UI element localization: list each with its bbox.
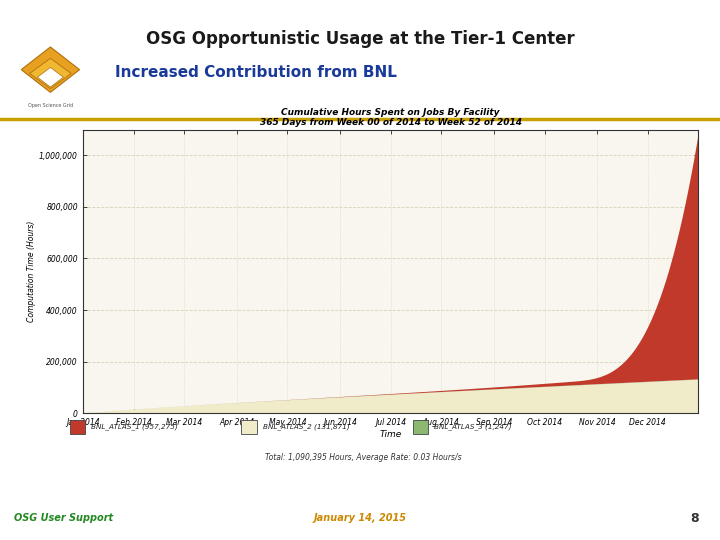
X-axis label: Time: Time	[379, 430, 402, 438]
Text: BNL_ATLAS_1 (957,275): BNL_ATLAS_1 (957,275)	[91, 423, 178, 430]
Y-axis label: Computation Time (Hours): Computation Time (Hours)	[27, 221, 36, 322]
Text: BNL_ATLAS_3 (1,247): BNL_ATLAS_3 (1,247)	[434, 423, 511, 430]
Bar	[241, 420, 256, 434]
Bar	[413, 420, 428, 434]
Bar	[70, 420, 85, 434]
Title: Cumulative Hours Spent on Jobs By Facility
365 Days from Week 00 of 2014 to Week: Cumulative Hours Spent on Jobs By Facili…	[260, 108, 521, 127]
Text: January 14, 2015: January 14, 2015	[313, 514, 407, 523]
Text: BNL_ATLAS_2 (131,871): BNL_ATLAS_2 (131,871)	[263, 423, 349, 430]
Text: Increased Contribution from BNL: Increased Contribution from BNL	[115, 65, 397, 80]
Text: 8: 8	[690, 512, 698, 525]
Text: Open Science Grid: Open Science Grid	[28, 103, 73, 107]
Polygon shape	[22, 47, 79, 92]
Text: OSG User Support: OSG User Support	[14, 514, 114, 523]
Polygon shape	[37, 68, 63, 87]
Text: Total: 1,090,395 Hours, Average Rate: 0.03 Hours/s: Total: 1,090,395 Hours, Average Rate: 0.…	[265, 453, 462, 462]
Text: OSG Opportunistic Usage at the Tier-1 Center: OSG Opportunistic Usage at the Tier-1 Ce…	[145, 30, 575, 48]
Polygon shape	[30, 58, 71, 89]
